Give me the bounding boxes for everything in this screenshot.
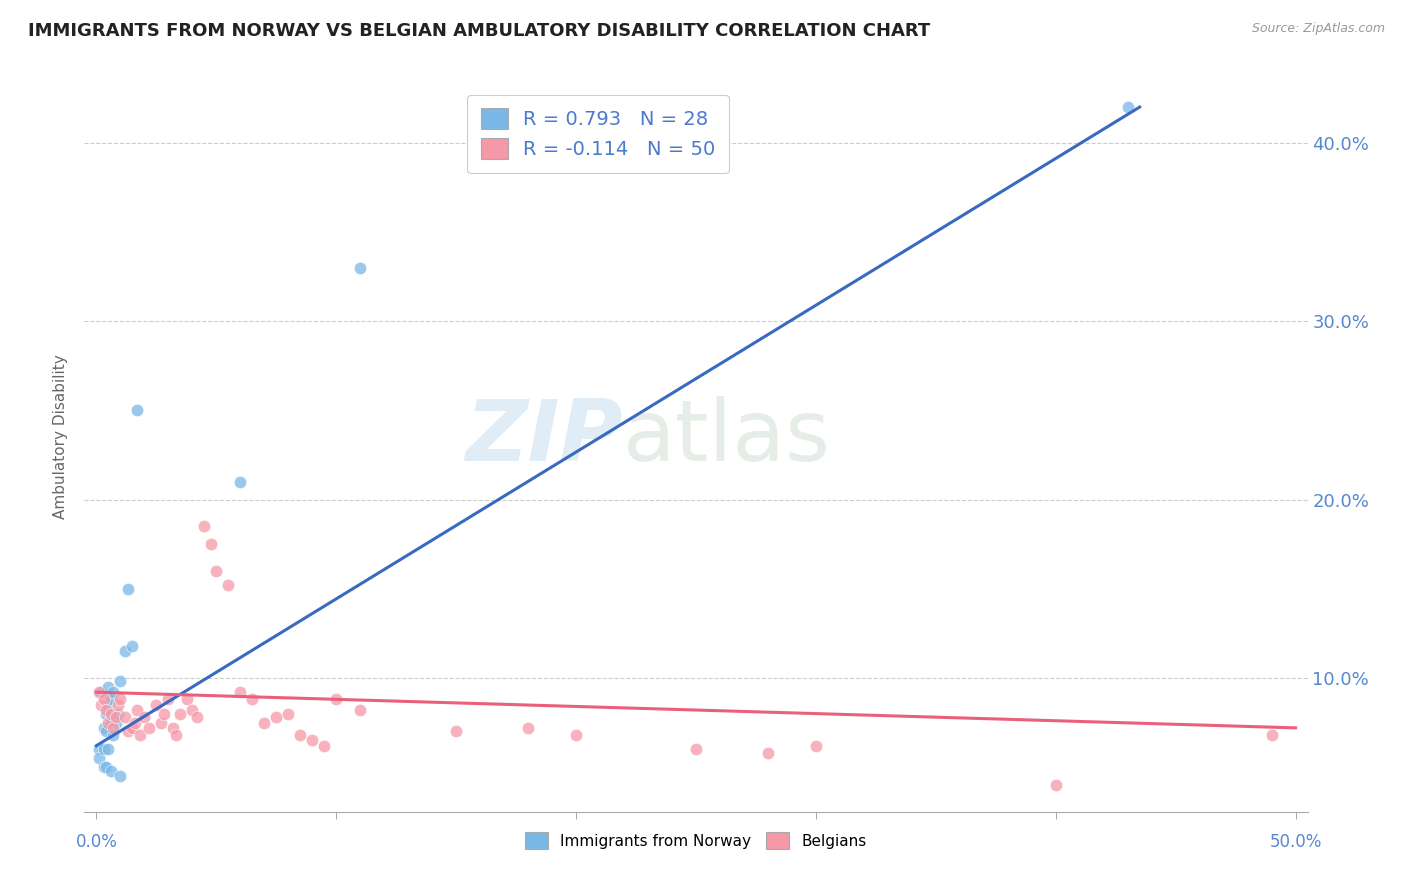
- Point: [134, 710, 156, 724]
- Point: [229, 685, 252, 699]
- Y-axis label: Ambulatory Disability: Ambulatory Disability: [53, 355, 69, 519]
- Point: [114, 710, 136, 724]
- Point: [229, 475, 252, 489]
- Point: [162, 721, 184, 735]
- Point: [127, 403, 149, 417]
- Point: [290, 728, 312, 742]
- Point: [90, 685, 112, 699]
- Point: [169, 706, 191, 721]
- Point: [565, 728, 588, 742]
- Point: [97, 742, 120, 756]
- Point: [107, 698, 129, 712]
- Text: IMMIGRANTS FROM NORWAY VS BELGIAN AMBULATORY DISABILITY CORRELATION CHART: IMMIGRANTS FROM NORWAY VS BELGIAN AMBULA…: [28, 22, 931, 40]
- Text: Source: ZipAtlas.com: Source: ZipAtlas.com: [1251, 22, 1385, 36]
- Point: [349, 703, 371, 717]
- Point: [93, 760, 115, 774]
- Point: [87, 751, 110, 765]
- Point: [94, 760, 117, 774]
- Point: [138, 721, 160, 735]
- Point: [117, 582, 139, 596]
- Point: [176, 692, 198, 706]
- Point: [756, 746, 779, 760]
- Point: [145, 698, 167, 712]
- Point: [277, 706, 299, 721]
- Point: [104, 710, 127, 724]
- Point: [110, 674, 132, 689]
- Point: [87, 742, 110, 756]
- Text: 50.0%: 50.0%: [1270, 833, 1322, 851]
- Point: [444, 724, 467, 739]
- Point: [314, 739, 336, 753]
- Point: [104, 715, 127, 730]
- Point: [114, 644, 136, 658]
- Point: [87, 685, 110, 699]
- Point: [253, 715, 276, 730]
- Text: ZIP: ZIP: [465, 395, 623, 479]
- Point: [165, 728, 187, 742]
- Text: atlas: atlas: [623, 395, 831, 479]
- Point: [121, 639, 143, 653]
- Point: [200, 537, 222, 551]
- Point: [128, 728, 150, 742]
- Point: [349, 260, 371, 275]
- Point: [100, 764, 122, 778]
- Point: [264, 710, 287, 724]
- Point: [94, 706, 117, 721]
- Point: [93, 692, 115, 706]
- Point: [101, 728, 124, 742]
- Point: [127, 703, 149, 717]
- Point: [150, 715, 173, 730]
- Point: [124, 715, 146, 730]
- Point: [685, 742, 707, 756]
- Text: 0.0%: 0.0%: [76, 833, 117, 851]
- Point: [517, 721, 540, 735]
- Point: [101, 721, 124, 735]
- Point: [181, 703, 204, 717]
- Point: [93, 742, 115, 756]
- Point: [97, 680, 120, 694]
- Point: [100, 692, 122, 706]
- Point: [121, 721, 143, 735]
- Point: [240, 692, 263, 706]
- Point: [93, 721, 115, 735]
- Point: [325, 692, 347, 706]
- Point: [94, 724, 117, 739]
- Legend: Immigrants from Norway, Belgians: Immigrants from Norway, Belgians: [517, 824, 875, 856]
- Point: [97, 715, 120, 730]
- Point: [301, 733, 323, 747]
- Point: [101, 685, 124, 699]
- Point: [1116, 100, 1139, 114]
- Point: [1045, 778, 1067, 792]
- Point: [117, 724, 139, 739]
- Point: [100, 715, 122, 730]
- Point: [186, 710, 208, 724]
- Point: [94, 703, 117, 717]
- Point: [205, 564, 228, 578]
- Point: [110, 692, 132, 706]
- Point: [100, 706, 122, 721]
- Point: [110, 769, 132, 783]
- Point: [157, 692, 180, 706]
- Point: [804, 739, 827, 753]
- Point: [152, 706, 174, 721]
- Point: [1260, 728, 1282, 742]
- Point: [193, 519, 215, 533]
- Point: [217, 578, 239, 592]
- Point: [97, 698, 120, 712]
- Point: [90, 698, 112, 712]
- Point: [107, 706, 129, 721]
